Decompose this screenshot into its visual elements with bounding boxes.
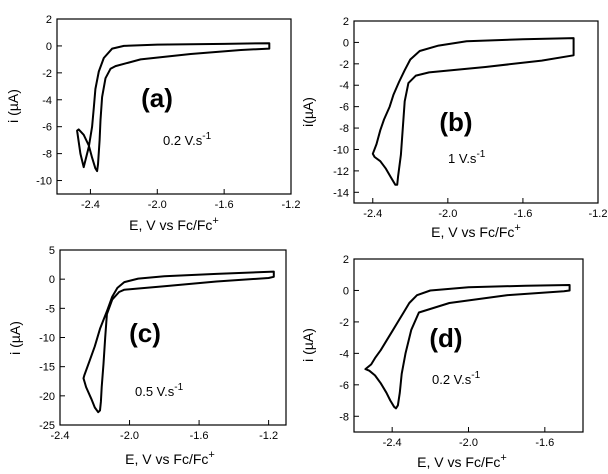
- x-tick-label-d: -1.6: [535, 437, 554, 449]
- scan-rate-exponent-b: -1: [476, 149, 485, 160]
- panel-label-a: (a): [141, 83, 173, 113]
- x-axis-title-a: E, V vs Fc/Fc+: [129, 215, 219, 233]
- x-tick-label-b: -1.2: [589, 208, 608, 220]
- y-tick-label-b: -10: [333, 144, 349, 156]
- panel-label-d: (d): [429, 323, 462, 353]
- y-tick-label-a: -10: [36, 176, 52, 188]
- y-tick-label-c: -15: [39, 362, 55, 374]
- y-tick-label-a: -2: [42, 68, 52, 80]
- cv-curve-b: [371, 37, 575, 186]
- y-axis-title-b: i(µA): [300, 97, 316, 127]
- y-tick-label-a: -4: [42, 95, 52, 107]
- plot-frame-a: [56, 18, 292, 195]
- y-tick-label-c: 0: [49, 274, 55, 286]
- scan-rate-exponent-c: -1: [174, 382, 183, 393]
- y-tick-label-c: -10: [39, 333, 55, 345]
- scan-rate-label-a: 0.2 V.s-1: [163, 131, 212, 148]
- x-tick-label-d: -2.4: [383, 437, 402, 449]
- x-tick-label-a: -2.0: [148, 199, 167, 211]
- x-axis-title-sup-b: +: [514, 222, 520, 234]
- scan-rate-exponent-d: -1: [471, 370, 480, 381]
- y-tick-label-d: 2: [343, 254, 349, 266]
- x-tick-label-a: -1.6: [215, 199, 234, 211]
- y-tick-label-c: 5: [49, 245, 55, 257]
- scan-rate-label-d: 0.2 V.s-1: [432, 370, 481, 387]
- x-axis-title-d: E, V vs Fc/Fc+: [417, 452, 507, 470]
- panel-c: -2.4 -2.0 -1.6 -1.2 5 0 -5 -10 -15 -20 -25 (c) 0.5 V…: [7, 245, 287, 467]
- cv-curve-c: [82, 270, 275, 414]
- y-axis-title-d: i (µA): [300, 328, 316, 362]
- x-tick-label-d: -2.0: [459, 437, 478, 449]
- y-tick-label-b: -14: [333, 187, 349, 199]
- panel-a: -2.4 -2.0 -1.6 -1.2 2 0 -2 -4 -6 -8 -10 (a) 0.2 V.s-…: [5, 14, 300, 233]
- y-tick-label-d: -8: [339, 411, 349, 423]
- y-tick-label-a: -8: [42, 149, 52, 161]
- y-tick-label-c: -25: [39, 420, 55, 432]
- x-tick-label-b: -2.0: [438, 208, 457, 220]
- y-tick-label-d: -2: [339, 317, 349, 329]
- panel-label-c: (c): [129, 318, 161, 348]
- y-axis-title-a: i (µA): [5, 89, 21, 123]
- scan-rate-label-b: 1 V.s-1: [448, 149, 486, 166]
- panel-d: -2.4 -2.0 -1.6 2 0 -2 -4 -6 -8 (d) 0.2 V.s-1 i (µA)…: [300, 254, 584, 470]
- panel-b: -2.4 -2.0 -1.6 -1.2 2 0 -2 -4 -6 -8 -10 -12 -14 (b) 1 …: [300, 16, 607, 240]
- x-axis-title-c: E, V vs Fc/Fc+: [125, 449, 215, 467]
- x-tick-label-a: -2.4: [81, 199, 100, 211]
- y-tick-label-a: 2: [46, 14, 52, 26]
- y-tick-label-b: -2: [339, 59, 349, 71]
- y-tick-label-b: 2: [343, 16, 349, 28]
- y-tick-label-b: -12: [333, 166, 349, 178]
- y-tick-label-b: 0: [343, 37, 349, 49]
- x-axis-title-sup-c: +: [208, 449, 214, 461]
- x-tick-label-c: -2.0: [120, 430, 139, 442]
- y-tick-label-b: -6: [339, 102, 349, 114]
- x-tick-label-a: -1.2: [282, 199, 301, 211]
- y-tick-label-b: -8: [339, 123, 349, 135]
- y-tick-label-a: -6: [42, 122, 52, 134]
- x-axis-title-b: E, V vs Fc/Fc+: [431, 222, 521, 240]
- cv-curve-a: [76, 42, 271, 173]
- y-tick-label-a: 0: [46, 41, 52, 53]
- x-tick-label-c: -1.2: [259, 430, 278, 442]
- x-tick-label-c: -2.4: [51, 430, 70, 442]
- panel-label-b: (b): [439, 107, 472, 137]
- x-tick-label-c: -1.6: [190, 430, 209, 442]
- x-tick-label-b: -1.6: [513, 208, 532, 220]
- cv-curve-d: [364, 284, 571, 410]
- y-tick-label-b: -4: [339, 80, 349, 92]
- x-axis-title-sup-d: +: [500, 452, 506, 464]
- x-axis-title-sup-a: +: [212, 215, 218, 227]
- x-tick-label-b: -2.4: [363, 208, 382, 220]
- y-tick-label-c: -20: [39, 391, 55, 403]
- y-tick-label-d: -4: [339, 348, 349, 360]
- y-axis-title-c: i (µA): [7, 321, 23, 355]
- scan-rate-label-c: 0.5 V.s-1: [135, 382, 184, 399]
- y-tick-label-c: -5: [45, 303, 55, 315]
- y-tick-label-d: -6: [339, 380, 349, 392]
- y-tick-label-d: 0: [343, 285, 349, 297]
- plot-frame-b: [353, 20, 599, 204]
- scan-rate-exponent-a: -1: [202, 131, 211, 142]
